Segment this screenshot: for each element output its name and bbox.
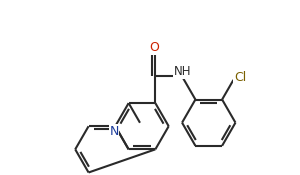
Text: O: O bbox=[149, 41, 159, 54]
Text: N: N bbox=[109, 125, 119, 138]
Text: NH: NH bbox=[174, 65, 191, 78]
Text: Cl: Cl bbox=[234, 71, 246, 84]
